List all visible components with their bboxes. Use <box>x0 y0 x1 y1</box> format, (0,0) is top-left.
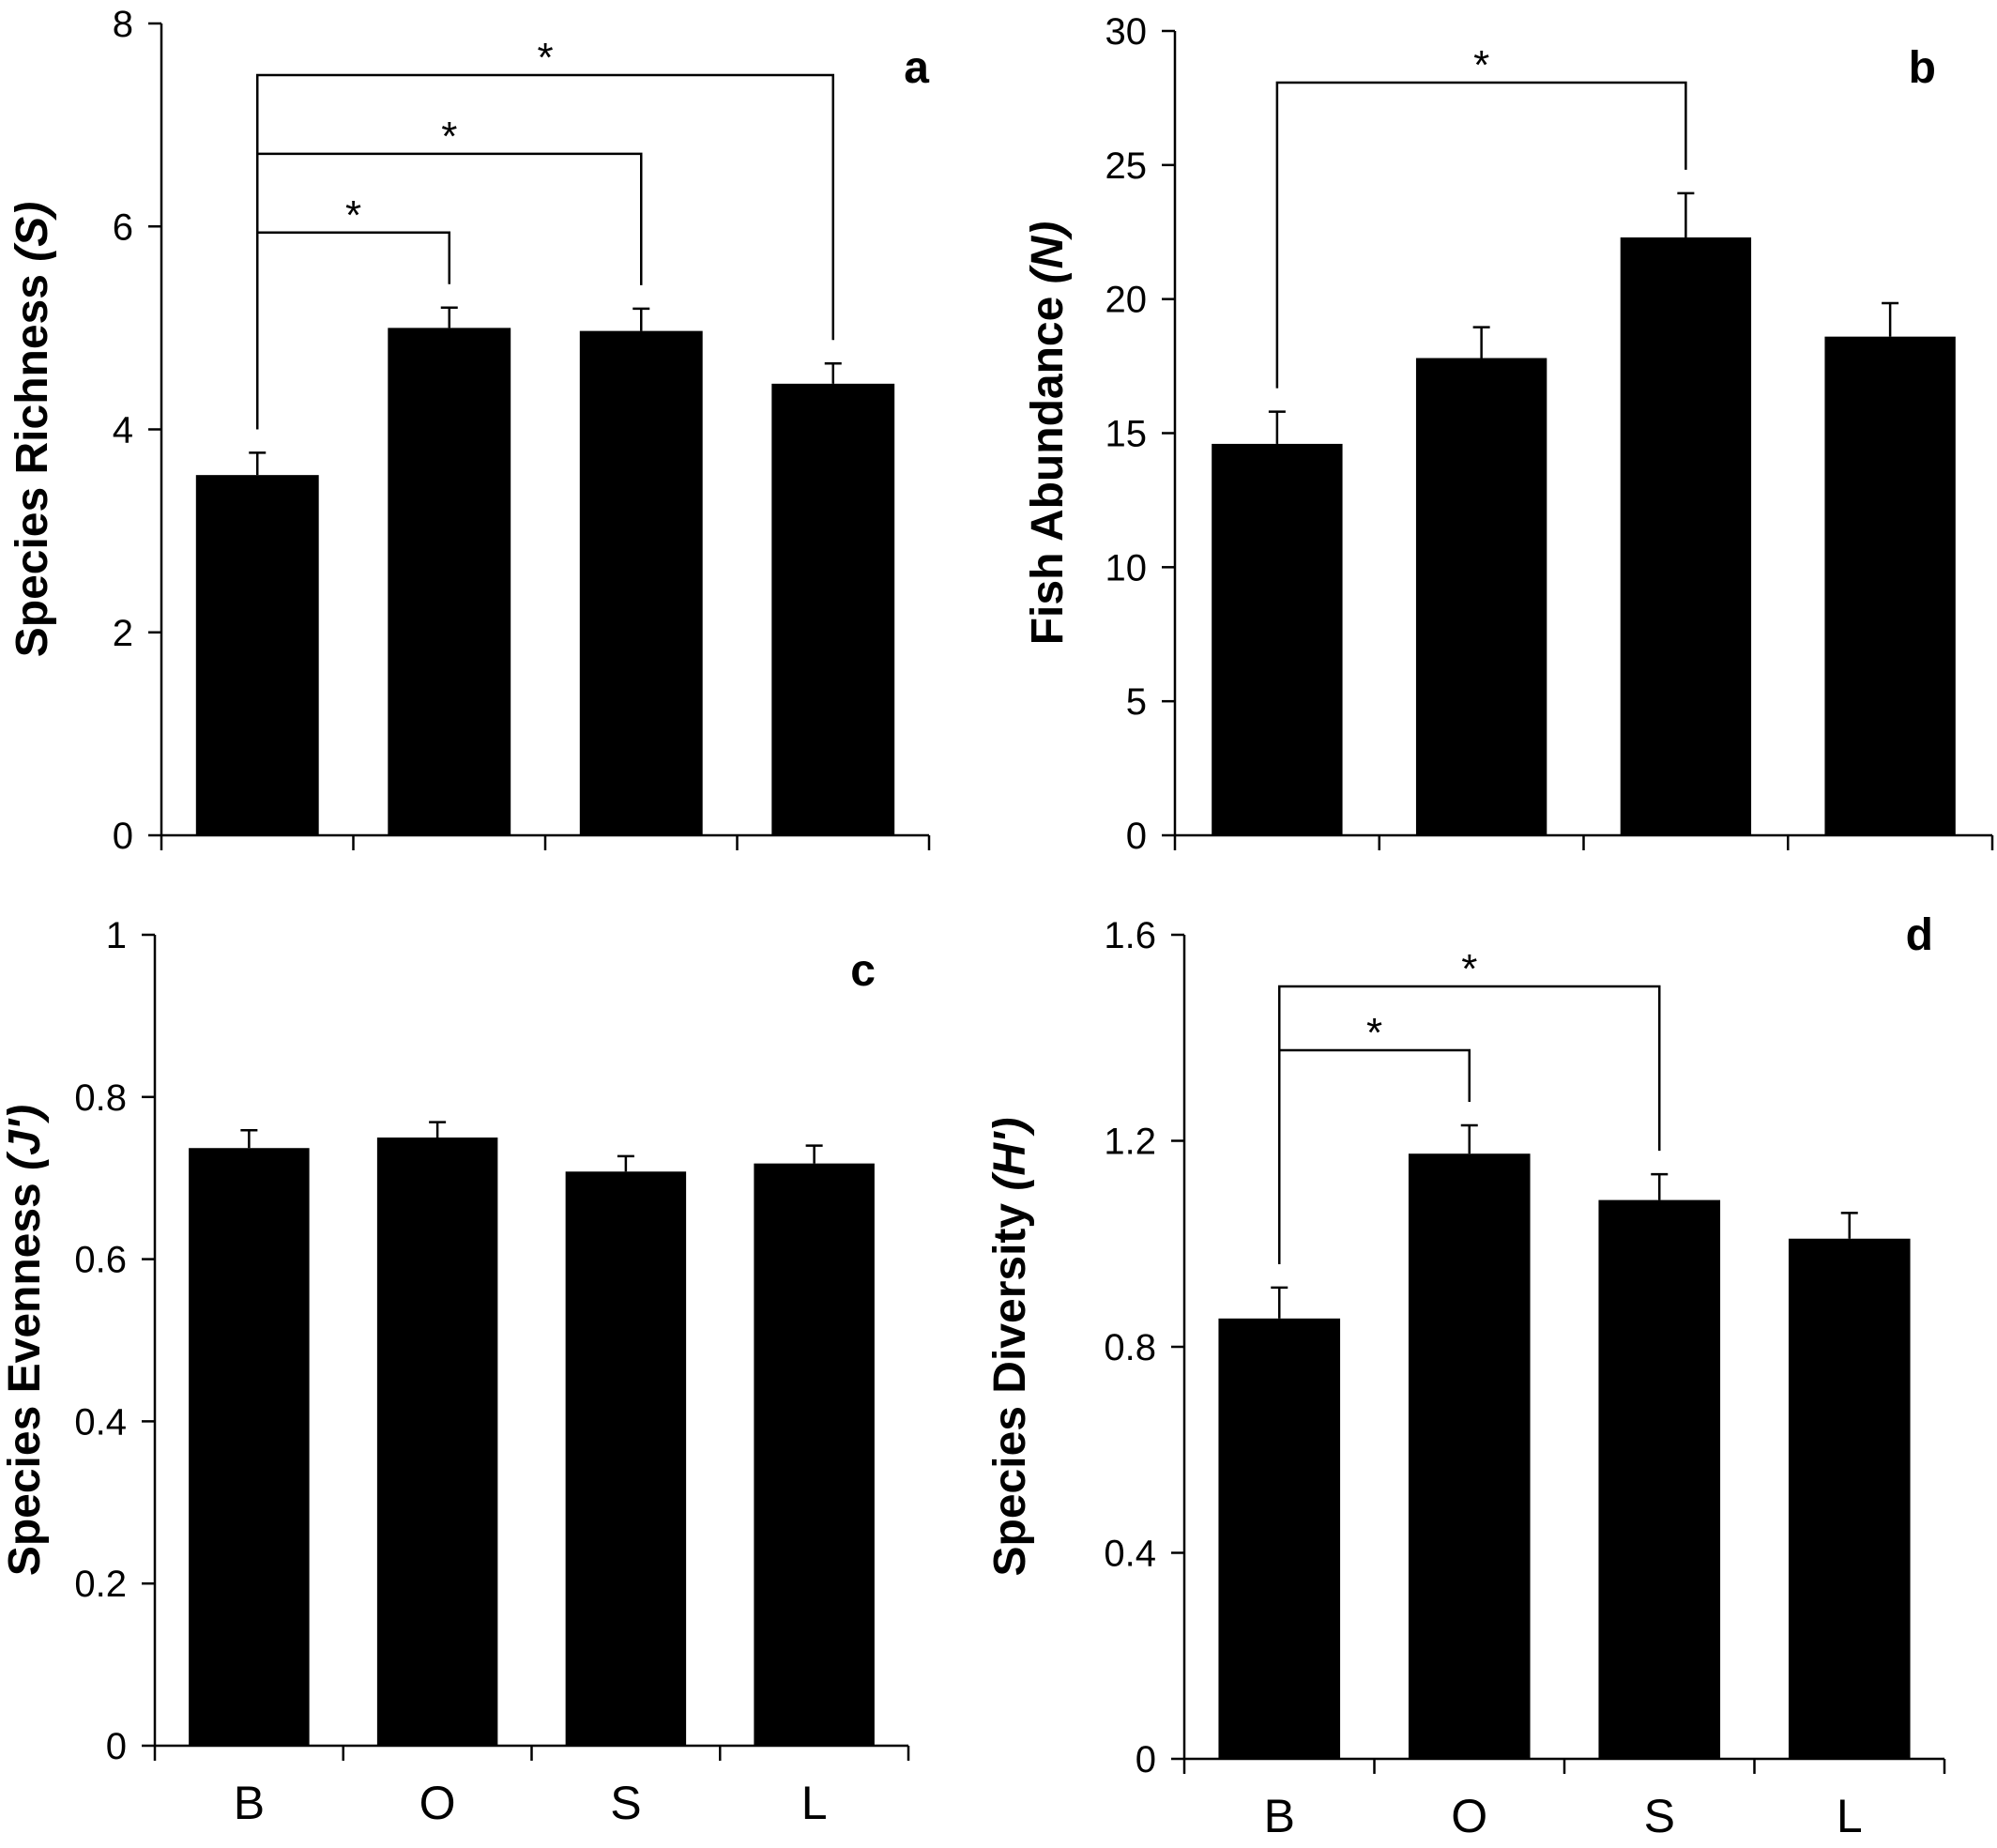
y-tick-label: 0 <box>113 816 133 857</box>
bar-B <box>189 1148 310 1746</box>
y-tick-label: 20 <box>1105 280 1148 321</box>
y-axis-title-text: Species Diversity <box>985 1191 1035 1577</box>
bar-B <box>1218 1318 1341 1759</box>
bar-B <box>195 475 319 835</box>
y-axis-title-symbol: (J') <box>0 1105 50 1170</box>
y-axis-title: Species Diversity (H') <box>985 1118 1035 1577</box>
y-axis-title-text: Species Richness <box>8 262 57 658</box>
significance-bracket <box>1278 985 1661 1264</box>
x-tick-label: S <box>1644 1790 1675 1842</box>
y-axis-title-text: Species Evenness <box>0 1170 50 1576</box>
y-axis-title-text: Fish Abundance <box>1023 283 1073 645</box>
panel-d: 0 0.4 0.8 1.2 1.6 B O S L Species Diversity (H') d… <box>985 910 1946 1842</box>
bar-S <box>1598 1199 1721 1759</box>
bar-O <box>1408 1153 1531 1759</box>
bar-O <box>388 328 511 835</box>
bar-L <box>754 1163 875 1746</box>
panel-c: 0 0.2 0.4 0.6 0.8 1 B O S L Species Evenness (J') c <box>0 915 910 1829</box>
y-tick-label: 0.2 <box>74 1564 127 1605</box>
y-tick-label: 1.2 <box>1104 1122 1156 1163</box>
y-tick-label: 0.8 <box>74 1077 127 1119</box>
y-tick-label: 2 <box>113 613 133 654</box>
bar-L <box>1824 336 1956 835</box>
bar-S <box>565 1171 687 1746</box>
y-tick-label: 0 <box>1136 1739 1156 1780</box>
y-axis-title: Species Evenness (J') <box>0 1105 50 1576</box>
y-tick-label: 0 <box>1126 816 1147 857</box>
bar-L <box>1788 1238 1911 1759</box>
y-tick-label: 5 <box>1126 681 1147 723</box>
y-tick-label: 10 <box>1105 547 1148 588</box>
y-tick-label: 8 <box>113 4 133 45</box>
significance-marker: * <box>345 192 361 238</box>
x-tick-label: S <box>610 1777 641 1829</box>
panel-letter: a <box>904 43 929 93</box>
x-tick-label: L <box>1837 1790 1863 1842</box>
panel-letter: c <box>850 946 876 996</box>
y-tick-label: 30 <box>1105 11 1148 53</box>
x-tick-label: B <box>1264 1790 1295 1842</box>
x-tick-label: L <box>801 1777 828 1829</box>
x-tick-label: O <box>1451 1790 1487 1842</box>
y-tick-label: 0.4 <box>74 1401 127 1443</box>
significance-marker: * <box>537 35 553 81</box>
y-axis-title-symbol: (S) <box>8 202 57 262</box>
significance-marker: * <box>1366 1010 1382 1056</box>
significance-marker: * <box>1473 42 1489 88</box>
panel-b: 0 5 10 15 20 25 30 Fish Abundance (N) b * <box>1023 11 1994 857</box>
panel-letter: b <box>1909 43 1936 93</box>
y-tick-label: 25 <box>1105 145 1148 187</box>
significance-bracket <box>1275 81 1687 389</box>
bar-L <box>771 383 895 835</box>
bar-B <box>1212 443 1343 835</box>
significance-marker: * <box>1461 946 1477 992</box>
bar-O <box>376 1138 498 1746</box>
bar-S <box>579 330 703 835</box>
y-tick-label: 6 <box>113 206 133 248</box>
y-axis-title: Fish Abundance (N) <box>1023 221 1073 646</box>
y-tick-label: 0 <box>106 1726 127 1767</box>
y-axis-title-symbol: (N) <box>1023 221 1073 284</box>
y-tick-label: 0.4 <box>1104 1534 1156 1575</box>
bar-O <box>1415 358 1547 835</box>
panel-letter: d <box>1906 910 1933 960</box>
y-axis-title: Species Richness (S) <box>8 202 57 658</box>
bar-S <box>1620 237 1752 836</box>
significance-marker: * <box>441 114 457 160</box>
y-tick-label: 1 <box>106 915 127 956</box>
y-axis-title-symbol: (H') <box>985 1118 1035 1191</box>
y-tick-label: 4 <box>113 410 133 451</box>
significance-bracket <box>256 73 834 430</box>
x-tick-label: O <box>419 1777 456 1829</box>
y-tick-label: 0.8 <box>1104 1327 1156 1368</box>
x-tick-label: B <box>234 1777 265 1829</box>
y-tick-label: 0.6 <box>74 1240 127 1281</box>
panel-a: 0 2 4 6 8 Species Richness (S) a * * * <box>8 4 931 857</box>
y-tick-label: 15 <box>1105 414 1148 455</box>
y-tick-label: 1.6 <box>1104 915 1156 956</box>
